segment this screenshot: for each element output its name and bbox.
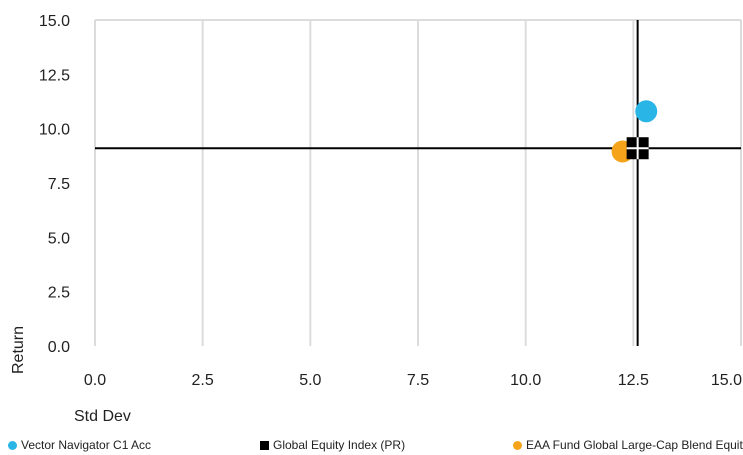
x-tick-label: 0.0: [84, 372, 106, 389]
x-tick-label: 5.0: [299, 372, 321, 389]
y-tick-label: 0.0: [48, 339, 70, 356]
y-tick-label: 12.5: [39, 67, 70, 84]
y-axis-ticks: 0.0 2.5 5.0 7.5 10.0 12.5 15.0: [39, 13, 70, 356]
circle-marker-icon: [513, 440, 522, 450]
x-tick-label: 15.0: [711, 372, 742, 389]
legend-item-index: Global Equity Index (PR): [260, 438, 405, 452]
y-tick-label: 10.0: [39, 122, 70, 139]
index-square-marker: [626, 137, 649, 160]
y-tick-label: 2.5: [48, 285, 70, 302]
circle-data-point: [635, 100, 658, 123]
y-tick-label: 7.5: [48, 176, 70, 193]
y-tick-label: 15.0: [39, 13, 70, 30]
y-axis-title: Return: [10, 326, 27, 374]
x-tick-label: 12.5: [618, 372, 649, 389]
grid-lines: [94, 19, 742, 346]
x-axis-title: Std Dev: [74, 408, 131, 425]
y-tick-label: 5.0: [48, 230, 70, 247]
square-marker-icon: [260, 440, 269, 450]
x-axis-ticks: 0.0 2.5 5.0 7.5 10.0 12.5 15.0: [84, 372, 742, 389]
legend-label: EAA Fund Global Large-Cap Blend Equity: [526, 438, 743, 452]
legend-item-fund: Vector Navigator C1 Acc: [8, 438, 151, 452]
legend-label: Vector Navigator C1 Acc: [21, 438, 152, 452]
legend-item-category: EAA Fund Global Large-Cap Blend Equity: [513, 438, 743, 452]
circle-marker-icon: [8, 440, 17, 450]
data-points: [611, 100, 658, 163]
x-tick-label: 2.5: [192, 372, 214, 389]
scatter-chart: 0.0 2.5 5.0 7.5 10.0 12.5 15.0 0.0 2.5 5.0 7.5 10.…: [10, 13, 742, 425]
legend: Vector Navigator C1 Acc Global Equity In…: [0, 438, 743, 454]
legend-label: Global Equity Index (PR): [273, 438, 406, 452]
x-tick-label: 10.0: [510, 372, 541, 389]
x-tick-label: 7.5: [407, 372, 429, 389]
